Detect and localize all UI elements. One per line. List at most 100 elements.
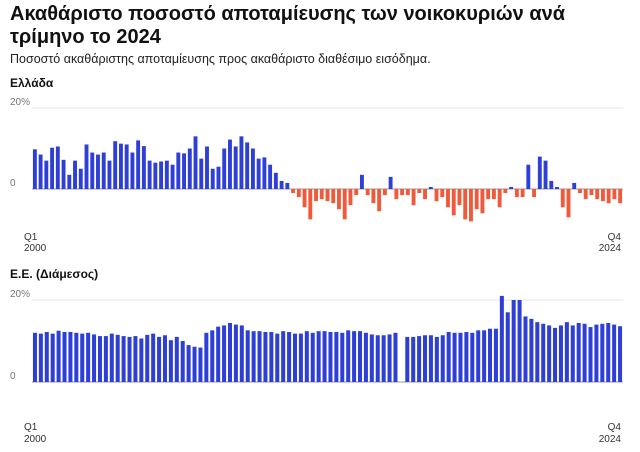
bar [541,323,546,382]
bar [239,136,244,189]
bar [606,322,611,382]
bar [325,189,330,202]
y-tick-label: 20% [10,289,30,300]
bar [298,333,303,382]
bar [452,332,457,382]
bar [275,333,280,382]
bar [511,300,516,382]
bar [90,152,95,189]
bar [121,336,126,382]
bar [354,189,359,196]
bar [570,325,575,382]
bar [268,164,273,189]
bar [96,154,100,189]
bar [387,334,392,382]
bar [451,189,456,216]
bar [529,318,534,382]
bar [595,189,600,200]
bar [147,160,152,189]
bar [428,335,433,382]
bar [405,336,410,382]
panel-title-greece: Ελλάδα [10,76,54,90]
bar [97,336,102,382]
bar [558,325,563,382]
bar [497,189,502,208]
bar [388,176,393,189]
bar [227,322,232,382]
bar [157,336,162,382]
bar [250,148,255,189]
bar [193,136,198,189]
bar [537,156,542,189]
bar [245,330,250,382]
bar [133,336,138,382]
x-tick-label: 2024 [599,243,622,254]
bar [564,322,569,382]
bar [411,189,416,206]
bar [346,330,351,382]
bar [38,333,43,382]
bar [520,189,525,198]
bar [600,323,605,382]
x-tick-label: 2024 [599,434,622,445]
bar [287,331,292,382]
bar [245,142,250,189]
bar [296,189,301,198]
bar [50,333,55,382]
bar [115,334,120,382]
bar [517,300,522,382]
bar [342,189,347,220]
x-tick-label: Q4 [608,422,622,433]
bar [130,152,135,189]
bar [182,153,186,189]
bar [204,332,209,382]
bar [281,331,286,382]
bar [566,189,571,218]
bar [612,324,617,382]
bar [469,189,473,222]
bar [535,322,540,382]
bar [470,332,475,382]
bar [180,341,185,382]
bar [322,331,327,382]
bar [199,158,204,190]
bar [73,160,77,189]
bar [61,159,66,189]
bar [314,189,318,202]
bar [109,333,114,382]
bar [463,189,468,220]
bar [186,345,191,382]
bar [44,331,49,382]
x-tick-label: Q1 [24,422,38,433]
bar [233,324,238,382]
bar [127,336,132,382]
bar [382,189,387,196]
bar [302,189,307,208]
bar [56,330,61,382]
bar [216,326,221,382]
bar [269,331,274,382]
bar [141,146,146,189]
bar [594,324,599,382]
bar [358,331,363,382]
chart-subtitle: Ποσοστό ακαθάριστης αποταμίευσης προς ακ… [10,52,431,66]
bar [84,144,89,189]
bar [583,189,588,200]
bar [543,160,548,189]
bar [118,143,123,189]
y-tick-label: 0 [10,178,16,189]
bar [523,316,528,382]
bar [457,189,462,206]
bar [491,189,496,200]
bar [316,331,321,382]
bar [256,158,261,190]
y-tick-label: 0 [10,371,16,382]
bar [32,149,37,189]
bar [365,189,370,196]
bar [458,332,463,382]
bar [555,186,559,189]
bar [310,332,315,382]
x-tick-label: 2000 [24,243,47,254]
bar [32,332,37,382]
bar [285,182,290,189]
